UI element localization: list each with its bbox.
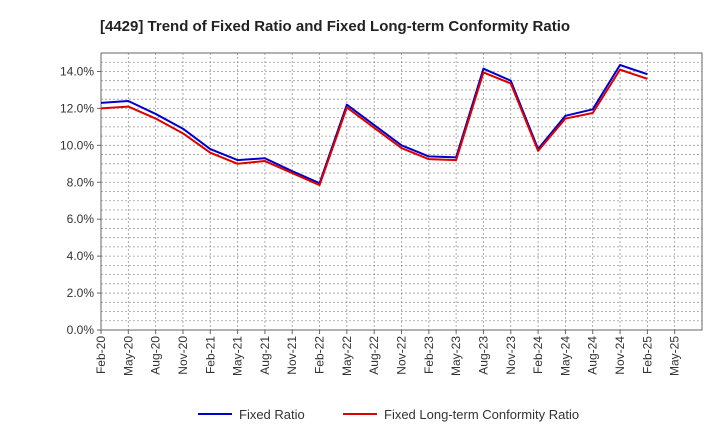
x-tick-label: May-22 [340,336,354,376]
x-tick-label: Feb-20 [94,336,108,374]
series-lines [100,64,648,187]
x-tick-label: Aug-23 [476,336,490,375]
x-tick-label: Feb-23 [422,336,436,374]
legend-label-fixed-long-term-conformity-ratio: Fixed Long-term Conformity Ratio [384,407,579,422]
y-tick-label: 0.0% [67,323,95,337]
y-tick-label: 6.0% [67,212,95,226]
x-tick-label: May-21 [231,336,245,376]
x-tick-label: Aug-20 [149,336,163,375]
y-tick-label: 8.0% [67,175,95,189]
series-line-fixed-long-term-conformity-ratio [100,68,648,187]
chart-title: [4429] Trend of Fixed Ratio and Fixed Lo… [100,18,570,35]
legend-label-fixed-ratio: Fixed Ratio [239,407,305,422]
x-tick-label: May-23 [449,336,463,376]
x-tick-label: Nov-23 [504,336,518,375]
x-tick-label: Feb-21 [203,336,217,374]
y-tick-label: 12.0% [60,101,94,115]
y-tick-label: 14.0% [60,64,94,78]
x-tick-label: May-25 [668,336,682,376]
y-tick-label: 10.0% [60,138,94,152]
x-tick-label: May-20 [121,336,135,376]
x-tick-label: Nov-22 [395,336,409,375]
x-tick-label: Aug-22 [367,336,381,375]
x-tick-label: May-24 [558,336,572,376]
x-tick-label: Feb-25 [640,336,654,374]
x-tick-label: Feb-22 [313,336,327,374]
x-tick-label: Aug-21 [258,336,272,375]
grid [101,53,702,330]
y-tick-label: 2.0% [67,286,95,300]
legend: Fixed Ratio Fixed Long-term Conformity R… [198,407,579,422]
x-tick-label: Nov-20 [176,336,190,375]
y-axis: 0.0% 2.0% 4.0% 6.0% 8.0% 10.0% 12.0% 14.0% [60,64,101,337]
series-line-fixed-ratio [100,64,648,185]
x-tick-label: Feb-24 [531,336,545,374]
x-tick-label: Nov-21 [285,336,299,375]
x-tick-label: Nov-24 [613,336,627,375]
x-tick-label: Aug-24 [586,336,600,375]
y-tick-label: 4.0% [67,249,95,263]
x-axis: Feb-20 May-20 Aug-20 Nov-20 Feb-21 May-21 Aug-… [94,330,682,376]
